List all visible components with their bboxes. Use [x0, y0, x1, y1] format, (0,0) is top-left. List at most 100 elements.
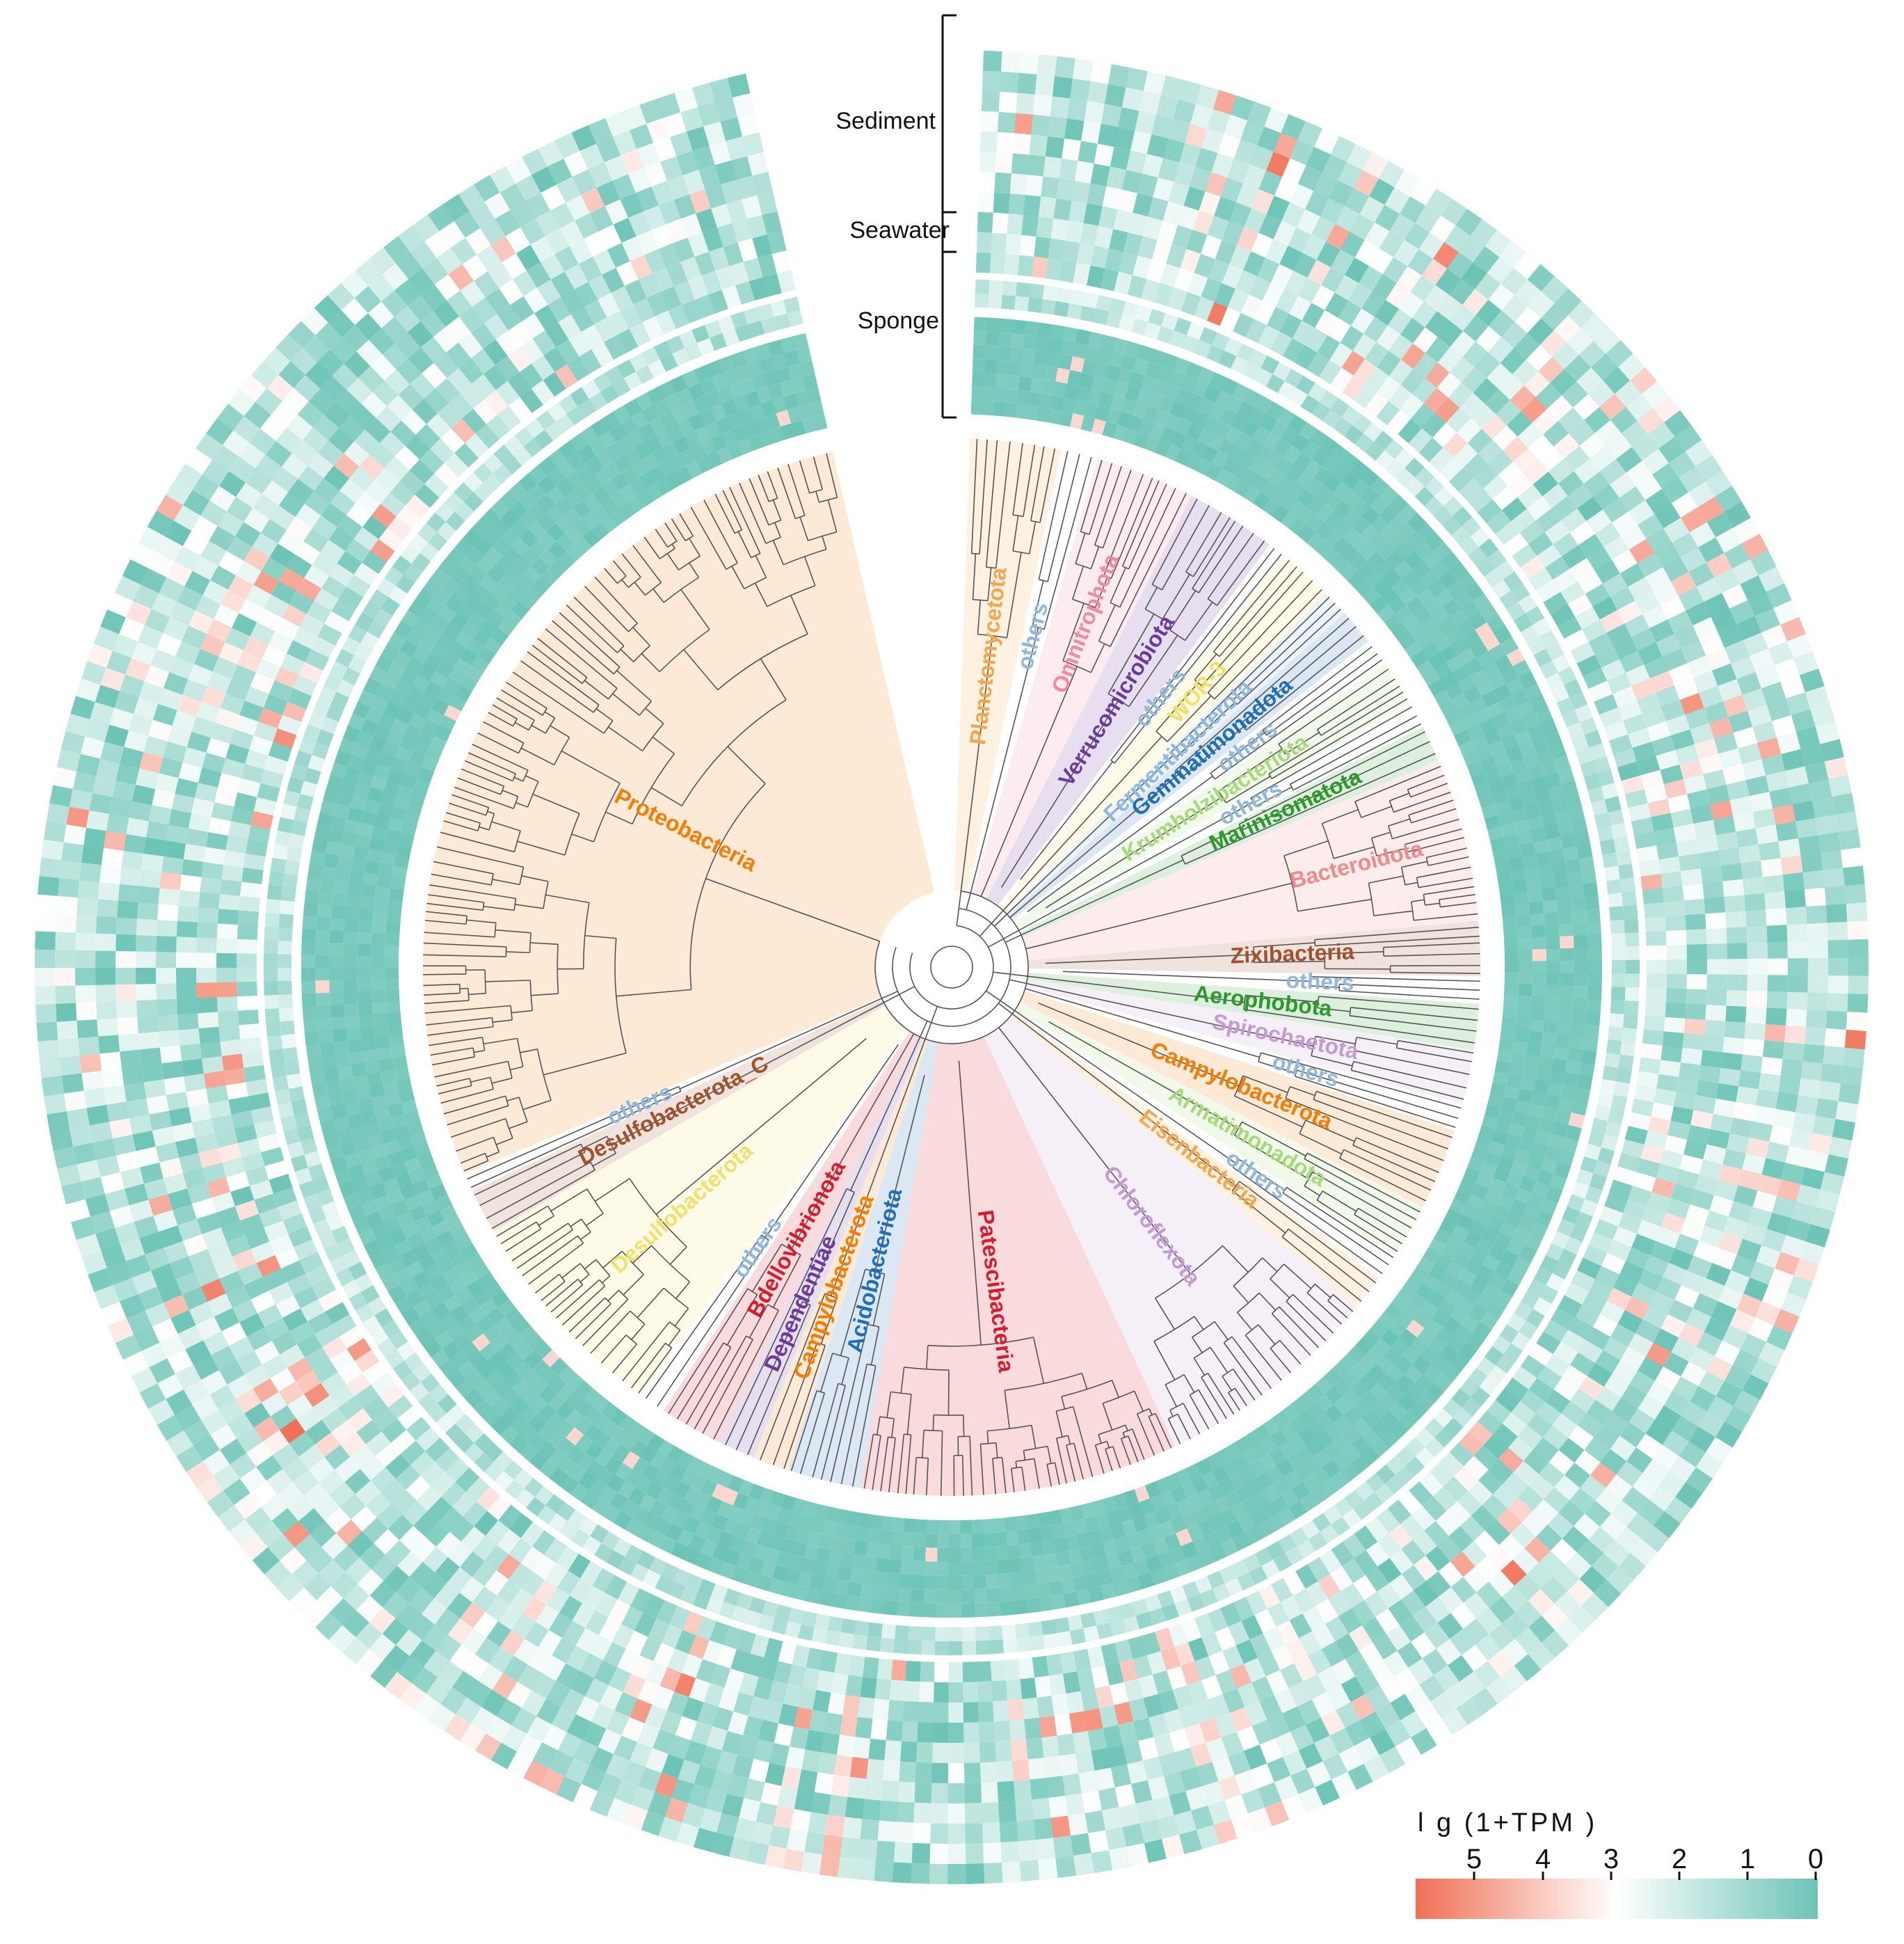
heatmap-cell: [1015, 404, 1029, 420]
heatmap-cell: [1340, 232, 1366, 258]
heatmap-cell: [1558, 821, 1574, 837]
heatmap-cell: [1041, 1539, 1056, 1555]
heatmap-cell: [1690, 1189, 1715, 1211]
heatmap-cell: [936, 1561, 950, 1576]
heatmap-cell: [1500, 1028, 1516, 1041]
heatmap-cell: [307, 1056, 323, 1072]
heatmap-cell: [1693, 670, 1718, 694]
heatmap-cell: [1654, 1088, 1677, 1107]
heatmap-cell: [1642, 448, 1670, 475]
heatmap-cell: [1665, 1003, 1686, 1019]
heatmap-cell: [1456, 619, 1475, 638]
heatmap-cell: [1521, 1065, 1538, 1080]
heatmap-cell: [1431, 607, 1450, 626]
heatmap-cell: [286, 1073, 303, 1089]
heatmap-cell: [1524, 683, 1543, 701]
heatmap-cell: [1105, 365, 1121, 382]
heatmap-cell: [1499, 241, 1527, 269]
heatmap-cell: [1028, 1527, 1042, 1543]
heatmap-cell: [964, 1803, 983, 1824]
heatmap-cell: [1587, 786, 1605, 804]
heatmap-cell: [1769, 1125, 1793, 1147]
heatmap-cell: [1733, 517, 1760, 544]
heatmap-cell: [1625, 664, 1650, 687]
heatmap-cell: [1528, 434, 1554, 460]
heatmap-cell: [1056, 1630, 1073, 1648]
heatmap-cell: [1718, 678, 1743, 702]
heatmap-cell: [1580, 760, 1598, 778]
heatmap-cell: [1644, 1130, 1668, 1150]
heatmap-cell: [1445, 627, 1464, 646]
heatmap-cell: [1649, 1241, 1675, 1264]
heatmap-cell: [1789, 783, 1813, 805]
heatmap-cell: [1165, 413, 1182, 431]
heatmap-cell: [1385, 550, 1405, 570]
heatmap-cell: [36, 1021, 58, 1042]
heatmap-cell: [1531, 984, 1546, 997]
heatmap-cell: [973, 344, 986, 360]
heatmap-cell: [1535, 1129, 1552, 1146]
heatmap-cell: [1414, 486, 1434, 507]
heatmap-cell: [1211, 451, 1229, 469]
heatmap-cell: [1609, 906, 1624, 921]
heatmap-cell: [1514, 1188, 1533, 1205]
heatmap-cell: [1518, 961, 1533, 973]
heatmap-cell: [1631, 434, 1659, 461]
heatmap-cell: [1032, 94, 1053, 117]
heatmap-cell: [343, 979, 358, 992]
heatmap-cell: [178, 1028, 200, 1046]
heatmap-cell: [1725, 911, 1747, 928]
heatmap-cell: [1558, 1010, 1573, 1023]
heatmap-cell: [1011, 1585, 1025, 1601]
heatmap-cell: [1253, 491, 1271, 510]
heatmap-cell: [1715, 527, 1743, 553]
heatmap-cell: [95, 984, 117, 1003]
heatmap-cell: [1540, 760, 1558, 776]
heatmap-cell: [1528, 815, 1544, 831]
heatmap-cell: [1433, 635, 1452, 653]
heatmap-cell: [865, 1542, 880, 1558]
heatmap-cell: [1264, 107, 1289, 134]
heatmap-cell: [217, 908, 239, 925]
heatmap-cell: [977, 212, 994, 233]
heatmap-cell: [1559, 985, 1574, 998]
heatmap-cell: [1530, 1007, 1545, 1021]
heatmap-cell: [1670, 1106, 1694, 1126]
heatmap-cell: [1574, 948, 1588, 961]
heatmap-cell: [1226, 395, 1244, 414]
heatmap-cell: [1496, 870, 1512, 884]
heatmap-cell: [997, 346, 1011, 361]
heatmap-cell: [1676, 1077, 1699, 1096]
heatmap-cell: [1527, 724, 1545, 742]
heatmap-cell: [1642, 706, 1666, 728]
heatmap-cell: [1608, 1179, 1633, 1200]
heatmap-cell: [1542, 484, 1569, 509]
heatmap-cell: [1500, 666, 1519, 685]
heatmap-cell: [1402, 614, 1421, 632]
heatmap-cell: [1541, 303, 1568, 330]
heatmap-cell: [1420, 569, 1439, 588]
heatmap-cell: [1168, 370, 1186, 388]
heatmap-cell: [1687, 1124, 1711, 1145]
heatmap-cell: [1102, 186, 1123, 209]
heatmap-cell: [975, 293, 989, 308]
heatmap-cell: [1787, 941, 1808, 959]
heatmap-cell: [986, 1588, 1000, 1603]
heatmap-cell: [1428, 652, 1446, 670]
heatmap-cell: [1745, 1006, 1767, 1025]
heatmap-cell: [1847, 994, 1869, 1013]
heatmap-cell: [1388, 385, 1413, 411]
heatmap-cell: [1553, 315, 1581, 343]
heatmap-cell: [317, 1017, 333, 1032]
heatmap-cell: [990, 1660, 1006, 1682]
heatmap-cell: [138, 886, 160, 905]
heatmap-cell: [1541, 1032, 1557, 1046]
heatmap-cell: [1306, 532, 1325, 551]
heatmap-cell: [1530, 1091, 1547, 1107]
heatmap-cell: [1807, 923, 1828, 941]
heatmap-cell: [1825, 903, 1848, 923]
heatmap-cell: [278, 980, 292, 995]
heatmap-cell: [1245, 319, 1267, 344]
heatmap-cell: [1572, 922, 1587, 937]
heatmap-cell: [1733, 1101, 1757, 1122]
